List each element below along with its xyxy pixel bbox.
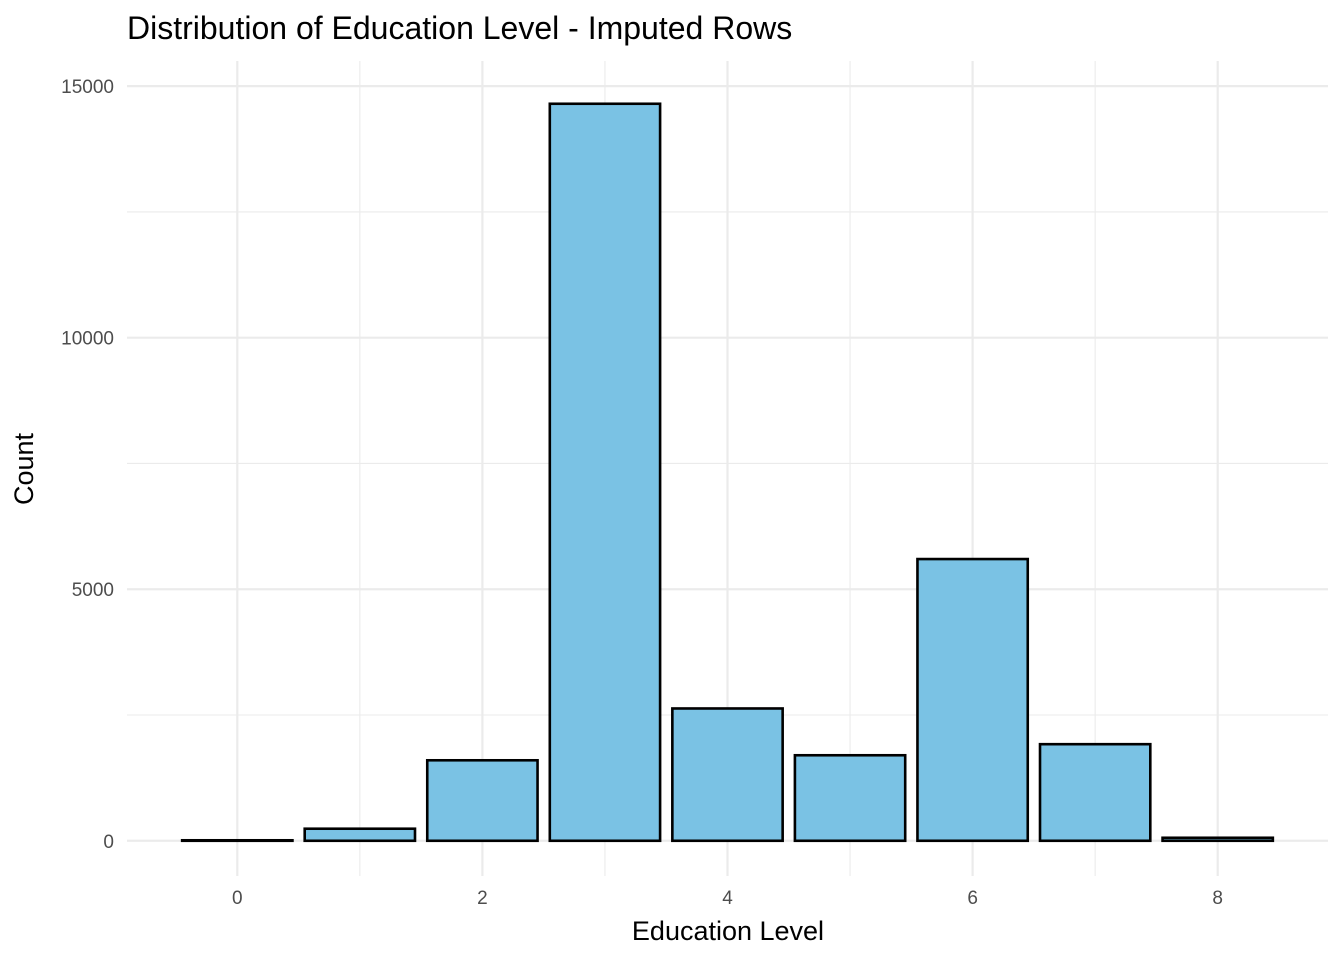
x-axis-title: Education Level [632,916,824,946]
y-tick-label: 10000 [61,329,114,350]
x-tick-label: 8 [1212,888,1223,909]
x-tick-label: 6 [967,888,978,909]
x-tick-label: 0 [232,888,243,909]
y-tick-label: 5000 [72,580,114,601]
bar-level-2 [425,758,539,843]
bar-level-5 [793,753,907,843]
y-tick-label: 15000 [61,77,114,98]
bar-level-3 [548,102,662,843]
x-tick-label: 2 [477,888,488,909]
y-tick-label: 0 [103,832,114,853]
bar-level-7 [1038,742,1152,843]
bar-level-0 [180,838,294,843]
bars [180,102,1275,843]
y-axis-ticks: 0 5000 10000 15000 [61,77,114,853]
y-axis-title: Count [9,432,39,505]
bar-level-6 [916,557,1030,843]
x-axis-ticks: 0 2 4 6 8 [232,888,1223,909]
bar-level-8 [1161,836,1275,843]
chart-title: Distribution of Education Level - Impute… [127,10,792,46]
x-tick-label: 4 [722,888,733,909]
bar-level-4 [671,707,784,843]
bar-level-1 [303,827,417,843]
